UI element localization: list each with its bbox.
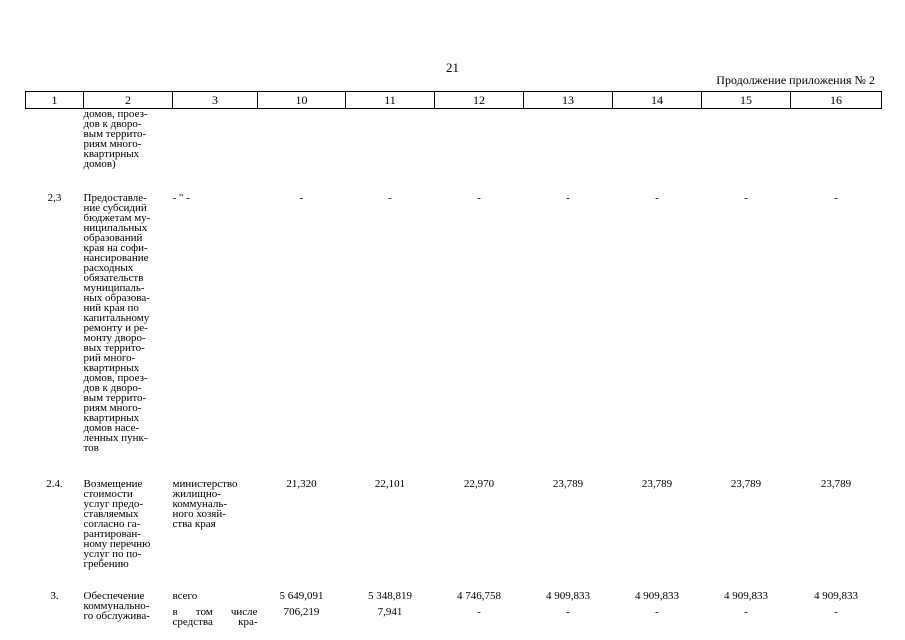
value-cell: 22,970 [463,477,495,490]
value-cell [258,109,346,193]
row-executor: всего [172,589,198,602]
value-cell: 4 909,833 [724,589,768,602]
row-name: Обеспечение коммунально- го обслужива- [83,589,150,622]
row-name: Возмещение стоимости услуг предо- ставля… [83,477,151,570]
value-cell: 5 649,091 [279,589,324,602]
value-cell: 4 909,833 [814,589,858,602]
value-cell: 4 746,758 [457,589,501,602]
value-cell: - [299,191,304,204]
row-number [26,607,84,631]
col-header: 3 [172,91,258,109]
row-number: 3. [50,589,59,602]
value-cell: 4 909,833 [546,589,590,602]
table-row: в том числе средства кра- 706,219 7,941 … [26,605,882,631]
col-header: 16 [790,91,882,109]
col-header: 11 [345,91,435,109]
value-cell: - [477,605,481,618]
value-cell: - [744,605,748,618]
value-cell: - [744,191,748,204]
table-row: домов, проез- дов к дворо- вым террито- … [26,109,882,193]
value-cell: - [655,605,659,618]
row-executor [173,109,258,193]
table-row: 2.4. Возмещение стоимости услуг предо- с… [26,477,882,589]
page-number: 21 [446,60,459,75]
value-cell: - [834,191,838,204]
value-cell: 4 909,833 [635,589,679,602]
value-cell: - [834,605,838,618]
value-cell: - [477,191,481,204]
row-executor: - " - [172,191,190,204]
row-executor: министерство жилищно- коммуналь- ного хо… [172,477,238,530]
col-header: 10 [257,91,346,109]
value-cell [524,109,613,193]
value-cell: 23,789 [730,477,762,490]
col-header: 13 [523,91,613,109]
col-header: 14 [612,91,702,109]
row-name: домов, проез- дов к дворо- вым террито- … [83,108,148,170]
value-cell: 23,789 [820,477,852,490]
value-cell [613,109,702,193]
value-cell: - [388,191,392,204]
header-row: 1 2 3 10 11 12 13 14 15 16 [25,91,882,109]
value-cell: - [566,191,570,204]
row-name: Предоставле- ние субсидий бюджетам му- н… [83,191,151,454]
value-cell: 23,789 [552,477,584,490]
value-cell [702,109,791,193]
value-cell: 23,789 [641,477,673,490]
value-cell: 22,101 [374,477,406,490]
value-cell: - [655,191,659,204]
col-header: 12 [434,91,524,109]
table-row: 2,3 Предоставле- ние субсидий бюджетам м… [26,191,882,479]
row-number [26,109,84,193]
value-cell [346,109,435,193]
col-header: 1 [25,91,84,109]
value-cell [435,109,524,193]
value-cell [791,109,882,193]
row-number: 2,3 [47,191,62,204]
appendix-table: 1 2 3 10 11 12 13 14 15 16 домов, проез-… [25,91,882,631]
value-cell: 5 348,819 [368,589,412,602]
value-cell: 7,941 [377,605,403,618]
col-header: 2 [83,91,173,109]
continuation-note: Продолжение приложения № 2 [716,73,875,87]
value-cell: 21,320 [286,477,317,490]
row-executor: в том числе средства кра- [172,605,258,628]
table-row: 3. Обеспечение коммунально- го обслужива… [26,589,882,621]
row-number: 2.4. [46,477,63,490]
col-header: 15 [701,91,791,109]
value-cell: - [566,605,570,618]
value-cell: 706,219 [283,605,320,618]
